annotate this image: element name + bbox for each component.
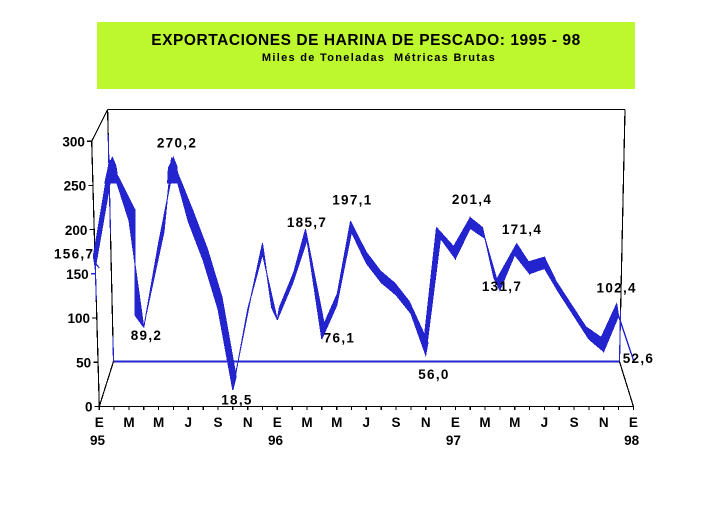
svg-text:S: S bbox=[391, 415, 400, 430]
svg-text:N: N bbox=[421, 415, 431, 430]
svg-text:97: 97 bbox=[446, 433, 461, 448]
svg-text:102,4: 102,4 bbox=[597, 280, 637, 295]
svg-text:E: E bbox=[95, 415, 104, 430]
svg-text:S: S bbox=[213, 415, 222, 430]
svg-text:50: 50 bbox=[76, 355, 91, 370]
svg-text:96: 96 bbox=[268, 433, 284, 448]
svg-text:201,4: 201,4 bbox=[452, 192, 492, 207]
svg-text:56,0: 56,0 bbox=[418, 367, 449, 382]
svg-text:156,7: 156,7 bbox=[54, 247, 94, 262]
svg-text:N: N bbox=[599, 415, 609, 430]
svg-text:M: M bbox=[123, 415, 134, 430]
svg-text:N: N bbox=[243, 415, 253, 430]
svg-text:0: 0 bbox=[85, 400, 93, 415]
svg-text:197,1: 197,1 bbox=[332, 193, 372, 208]
svg-text:S: S bbox=[570, 415, 579, 430]
svg-text:18,5: 18,5 bbox=[221, 393, 252, 408]
svg-text:98: 98 bbox=[624, 433, 640, 448]
svg-text:M: M bbox=[301, 415, 312, 430]
svg-text:300: 300 bbox=[62, 134, 85, 149]
svg-text:M: M bbox=[509, 415, 520, 430]
svg-text:J: J bbox=[541, 415, 549, 430]
svg-text:89,2: 89,2 bbox=[131, 328, 162, 343]
svg-text:131,7: 131,7 bbox=[482, 279, 522, 294]
svg-text:E: E bbox=[273, 415, 282, 430]
svg-text:95: 95 bbox=[90, 433, 106, 448]
svg-text:270,2: 270,2 bbox=[157, 136, 197, 151]
svg-text:J: J bbox=[363, 415, 371, 430]
svg-text:185,7: 185,7 bbox=[287, 215, 327, 230]
svg-text:M: M bbox=[153, 415, 164, 430]
svg-text:76,1: 76,1 bbox=[324, 331, 355, 346]
svg-text:100: 100 bbox=[67, 311, 90, 326]
svg-text:M: M bbox=[331, 415, 342, 430]
svg-text:E: E bbox=[629, 415, 638, 430]
svg-text:200: 200 bbox=[65, 223, 88, 238]
svg-text:250: 250 bbox=[64, 179, 87, 194]
svg-text:171,4: 171,4 bbox=[502, 222, 542, 237]
svg-text:M: M bbox=[479, 415, 490, 430]
svg-text:52,6: 52,6 bbox=[623, 351, 654, 366]
svg-text:150: 150 bbox=[66, 267, 89, 282]
svg-text:E: E bbox=[451, 415, 460, 430]
svg-text:J: J bbox=[185, 415, 193, 430]
